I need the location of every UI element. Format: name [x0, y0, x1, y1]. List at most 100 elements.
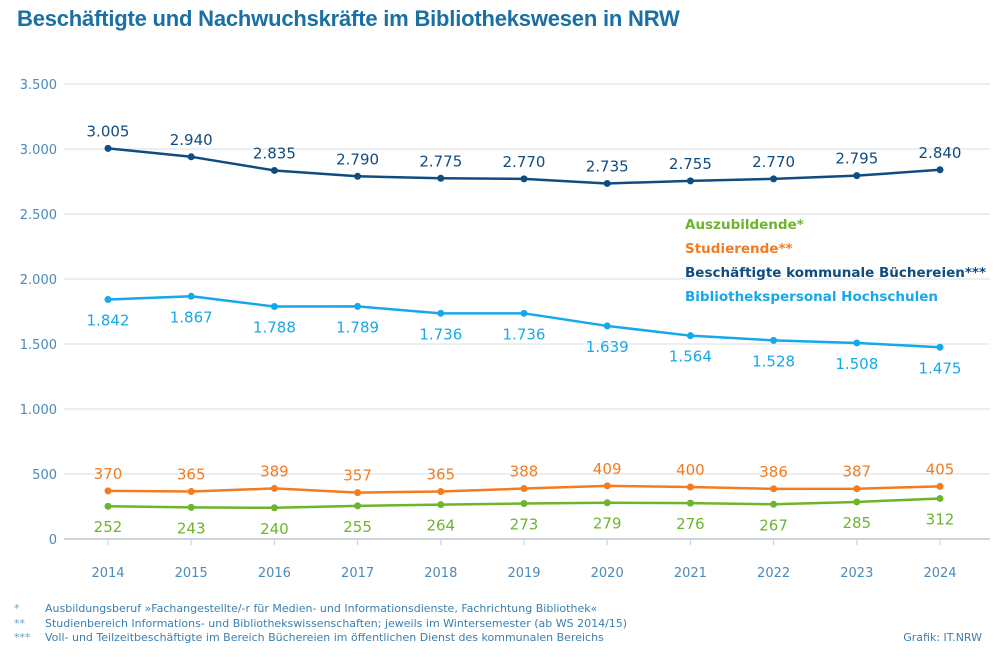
data-label: 264: [426, 517, 455, 535]
data-label: 365: [426, 466, 455, 484]
data-label: 2.840: [919, 144, 962, 162]
y-tick-label: 3.000: [20, 143, 57, 158]
data-label: 267: [759, 516, 788, 534]
data-point: [603, 322, 611, 330]
data-label: 2.795: [835, 150, 878, 168]
footnote-text: Studienbereich Informations- und Bibliot…: [45, 616, 628, 630]
data-point: [936, 482, 944, 490]
data-point: [104, 296, 112, 304]
data-label: 2.790: [336, 150, 379, 168]
data-label: 388: [510, 463, 539, 481]
data-point: [520, 485, 528, 493]
legend-item: Studierende**: [685, 241, 793, 257]
data-label: 240: [260, 520, 289, 538]
x-tick-label: 2024: [923, 566, 956, 581]
data-point: [770, 485, 778, 493]
data-label: 365: [177, 466, 206, 484]
data-label: 400: [676, 461, 705, 479]
data-point: [187, 488, 195, 496]
data-label: 1.788: [253, 319, 296, 337]
data-point: [686, 177, 694, 185]
footnote-2: ** Studienbereich Informations- und Bibl…: [14, 617, 627, 632]
y-tick-label: 2.500: [20, 208, 57, 223]
data-point: [853, 172, 861, 180]
x-tick-label: 2019: [507, 566, 540, 581]
data-point: [187, 503, 195, 511]
data-point: [770, 500, 778, 508]
data-label: 2.835: [253, 144, 296, 162]
data-point: [770, 336, 778, 344]
data-point: [603, 482, 611, 490]
data-point: [520, 175, 528, 183]
data-point: [936, 166, 944, 174]
axes: 0 500 1.000 1.500 2.000 2.500 3.000 3.500 2014 20…: [20, 78, 957, 581]
footnote-3: *** Voll- und Teilzeitbeschäftigte im Be…: [14, 631, 627, 646]
data-label: 1.508: [835, 355, 878, 373]
footnote-mark: *: [14, 602, 20, 615]
data-label: 2.940: [170, 131, 213, 149]
data-label: 2.755: [669, 155, 712, 173]
data-label: 2.770: [503, 153, 546, 171]
data-point: [936, 494, 944, 502]
x-tick-label: 2020: [591, 566, 624, 581]
legend-item: Beschäftigte kommunale Büchereien***: [685, 265, 986, 281]
data-label: 273: [510, 516, 539, 534]
data-point: [104, 487, 112, 495]
footnote-text: Voll- und Teilzeitbeschäftigte im Bereic…: [45, 631, 604, 644]
data-point: [187, 292, 195, 300]
data-label: 252: [94, 518, 123, 536]
data-point: [354, 302, 362, 310]
data-point: [520, 500, 528, 508]
source-credit: Grafik: IT.NRW: [903, 631, 982, 644]
data-point: [437, 309, 445, 317]
data-point: [770, 175, 778, 183]
data-point: [603, 499, 611, 507]
footnotes: * Ausbildungsberuf »Fachangestellte/-r f…: [14, 602, 627, 646]
data-label: 357: [343, 467, 372, 485]
data-point: [354, 502, 362, 510]
data-label: 276: [676, 515, 705, 533]
data-label: 389: [260, 462, 289, 480]
data-point: [686, 332, 694, 340]
data-label: 1.475: [919, 359, 962, 377]
data-point: [270, 484, 278, 492]
series-auszubildende: 252 243 240 255 264 273 279 276 267 285 312: [94, 494, 955, 538]
y-tick-label: 1.000: [20, 403, 57, 418]
x-tick-label: 2021: [674, 566, 707, 581]
x-tick-label: 2022: [757, 566, 790, 581]
data-point: [686, 483, 694, 491]
x-tick-label: 2015: [175, 566, 208, 581]
data-point: [187, 153, 195, 161]
legend-item: Auszubildende*: [685, 217, 804, 233]
data-label: 409: [593, 460, 622, 478]
data-label: 1.789: [336, 318, 379, 336]
y-tick-label: 0: [49, 533, 57, 548]
data-label: 3.005: [87, 122, 130, 140]
data-point: [354, 172, 362, 180]
data-label: 1.564: [669, 348, 712, 366]
data-point: [270, 303, 278, 311]
data-label: 387: [842, 463, 871, 481]
data-label: 279: [593, 515, 622, 533]
data-label: 1.528: [752, 352, 795, 370]
data-label: 2.735: [586, 157, 629, 175]
data-label: 386: [759, 463, 788, 481]
series-besch-ftigte-kommunale-b-chereien: 3.005 2.940 2.835 2.790 2.775 2.770 2.735 2.755…: [87, 122, 962, 187]
chart-title: Beschäftigte und Nachwuchskräfte im Bibl…: [17, 6, 680, 31]
y-tick-label: 1.500: [20, 338, 57, 353]
data-point: [603, 179, 611, 187]
y-tick-label: 3.500: [20, 78, 57, 93]
series: 3.005 2.940 2.835 2.790 2.775 2.770 2.735 2.755…: [87, 122, 962, 537]
data-label: 312: [926, 510, 955, 528]
gridlines: [64, 83, 990, 540]
data-point: [270, 166, 278, 174]
x-tick-label: 2014: [91, 566, 124, 581]
data-point: [520, 309, 528, 317]
y-tick-label: 2.000: [20, 273, 57, 288]
data-point: [437, 488, 445, 496]
legend-item: Bibliothekspersonal Hochschulen: [685, 289, 938, 305]
data-label: 285: [842, 514, 871, 532]
x-tick-label: 2023: [840, 566, 873, 581]
data-label: 370: [94, 465, 123, 483]
data-label: 1.736: [419, 325, 462, 343]
